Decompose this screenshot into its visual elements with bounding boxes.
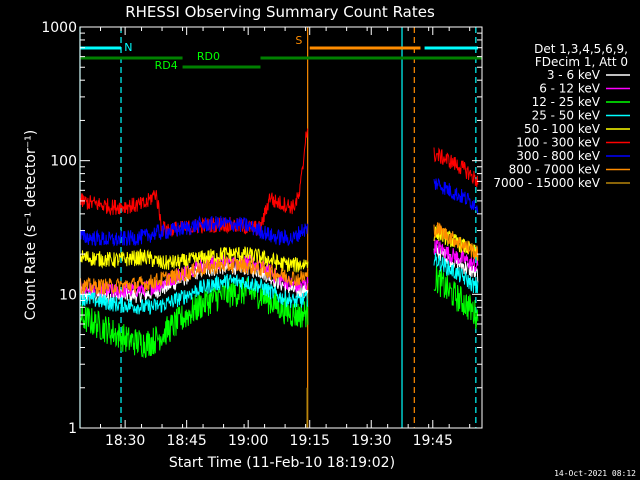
flag-label-n: N (124, 41, 132, 54)
legend-entry-5: 100 - 300 keV (516, 136, 600, 150)
legend-entry-6: 300 - 800 keV (516, 149, 600, 163)
x-tick-label-2: 19:00 (228, 433, 268, 449)
y-tick-label-3: 1000 (41, 20, 77, 36)
series-line-3-seg-0 (79, 273, 309, 315)
legend: Det 1,3,4,5,6,9,FDecim 1, Att 03 - 6 keV… (493, 42, 630, 190)
x-tick-label-5: 19:45 (413, 433, 453, 449)
x-tick-label-0: 18:30 (105, 433, 145, 449)
y-tick-label-0: 1 (68, 421, 77, 437)
legend-entry-4: 50 - 100 keV (524, 122, 601, 136)
series-line-2-seg-0 (79, 277, 309, 359)
legend-entry-1: 6 - 12 keV (539, 82, 601, 96)
x-tick-label-1: 18:45 (166, 433, 206, 449)
legend-header-1: FDecim 1, Att 0 (535, 55, 628, 69)
series-line-4-seg-0 (79, 246, 309, 273)
legend-header-0: Det 1,3,4,5,6,9, (534, 42, 628, 56)
series-line-6-seg-1 (433, 177, 479, 214)
footer-timestamp: 14-Oct-2021 08:12 (554, 469, 636, 478)
x-tick-label-3: 19:15 (290, 433, 330, 449)
series-line-7-seg-0 (79, 255, 309, 295)
y-tick-label-1: 10 (59, 287, 77, 303)
flag-label-rd4: RD4 (155, 59, 178, 72)
flag-label-rd0: RD0 (197, 50, 220, 63)
series-line-5-seg-1 (433, 147, 479, 188)
chart-title: RHESSI Observing Summary Count Rates (125, 3, 435, 21)
series-line-7-seg-1 (433, 222, 479, 261)
flag-label-s: S (295, 34, 302, 47)
x-axis-label: Start Time (11-Feb-10 18:19:02) (169, 455, 395, 471)
series-line-6-seg-0 (79, 215, 309, 247)
series-line-2-seg-1 (433, 265, 479, 330)
legend-entry-7: 800 - 7000 keV (509, 163, 601, 177)
legend-entry-0: 3 - 6 keV (547, 68, 601, 82)
legend-entry-8: 7000 - 15000 keV (493, 176, 600, 190)
legend-entry-3: 25 - 50 keV (532, 109, 601, 123)
series-line-3-seg-1 (433, 252, 479, 294)
y-axis-label: Count Rate (s⁻¹ detector⁻¹) (23, 130, 39, 320)
legend-entry-2: 12 - 25 keV (532, 95, 601, 109)
plot-frame (79, 26, 483, 429)
series-line-1-seg-1 (433, 239, 479, 273)
y-tick-label-2: 100 (50, 154, 77, 170)
x-tick-label-4: 19:30 (351, 433, 391, 449)
